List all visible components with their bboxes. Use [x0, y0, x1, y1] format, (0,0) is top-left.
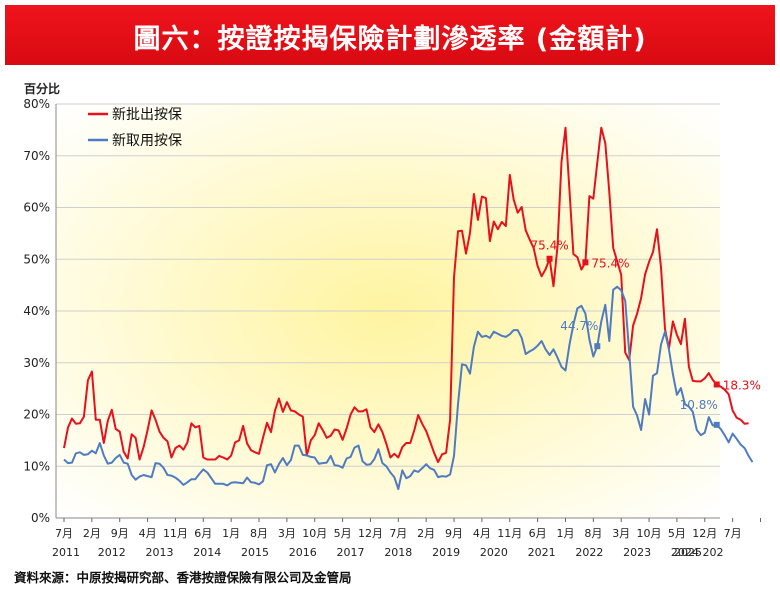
x-year-label: 2018 — [384, 546, 412, 559]
x-year-label: 2017 — [337, 546, 365, 559]
x-month-label: 4月 — [139, 527, 157, 540]
x-month-label: 12月 — [692, 527, 717, 540]
x-month-label: 2月 — [83, 527, 101, 540]
x-month-label: 1月 — [556, 527, 574, 540]
x-year-label: 2021 — [528, 546, 556, 559]
x-month-label: 2月 — [417, 527, 435, 540]
y-axis-ticks: 0% 10% 20% 30% 40% 50% 60% 70% 80% — [23, 97, 50, 525]
x-year-label: 2012 — [98, 546, 126, 559]
x-year-label: 2022 — [575, 546, 603, 559]
x-axis-ticks: 7月 2月 9月 4月 11月 6月 1月 8月 3月 10月 5月 12月 7月 2月 9月 4月 11月 6月… — [52, 518, 761, 559]
series-lines — [63, 126, 754, 490]
x-month-label: 8月 — [584, 527, 602, 540]
x-month-label: 5月 — [334, 527, 352, 540]
data-label: 18.3% — [723, 378, 761, 392]
data-point-marker — [546, 255, 553, 262]
x-year-label: 2024 — [671, 546, 699, 559]
x-month-label: 11月 — [163, 527, 188, 540]
chart-title: 圖六：按證按揭保險計劃滲透率 (金額計) — [133, 24, 647, 55]
y-tick-label: 10% — [23, 459, 50, 473]
data-point-marker — [713, 421, 720, 428]
x-month-label: 6月 — [194, 527, 212, 540]
y-tick-label: 20% — [23, 408, 50, 422]
x-month-label: 12月 — [358, 527, 383, 540]
x-year-label: 2016 — [289, 546, 317, 559]
data-label: 75.4% — [591, 256, 629, 270]
x-month-label: 7月 — [389, 527, 407, 540]
x-year-label: 2019 — [432, 546, 460, 559]
gridlines — [55, 103, 720, 519]
line-chart: 百分比 0% 10% 20% 30% 40% 50% 60% 70% 80% 7月 2月 9月 4月 1… — [23, 81, 761, 559]
x-month-label: 9月 — [445, 527, 463, 540]
x-month-label: 11月 — [497, 527, 522, 540]
x-year-label: 202 — [703, 546, 724, 559]
data-label: 75.4% — [530, 239, 568, 253]
data-point-marker — [594, 343, 601, 350]
x-month-label: 9月 — [111, 527, 129, 540]
x-month-label: 7月 — [55, 527, 73, 540]
data-point-marker — [713, 381, 720, 388]
x-year-label: 2015 — [241, 546, 269, 559]
legend-label: 新取用按保 — [112, 133, 182, 149]
y-tick-label: 30% — [23, 356, 50, 370]
x-month-label: 3月 — [278, 527, 296, 540]
series-line-2 — [63, 285, 754, 490]
y-tick-label: 70% — [23, 149, 50, 163]
x-month-label: 4月 — [473, 527, 491, 540]
title-bar: 圖六：按證按揭保險計劃滲透率 (金額計) — [5, 5, 775, 65]
x-month-label: 3月 — [612, 527, 630, 540]
y-tick-label: 60% — [23, 201, 50, 215]
x-year-label: 2011 — [52, 546, 80, 559]
data-label: 44.7% — [560, 319, 598, 333]
legend-label: 新批出按保 — [112, 107, 182, 123]
x-month-label: 10月 — [302, 527, 327, 540]
source-note: 資料來源：中原按揭研究部、香港按證保險有限公司及金管局 — [14, 570, 352, 585]
x-year-label: 2025 — [674, 546, 702, 559]
x-month-label: 5月 — [668, 527, 686, 540]
y-tick-label: 0% — [31, 511, 50, 525]
y-tick-label: 50% — [23, 252, 50, 266]
annotations: 75.4% 75.4% 18.3% 44.7% 10.8% — [530, 239, 761, 428]
x-year-label: 2014 — [193, 546, 221, 559]
x-year-label: 2013 — [146, 546, 174, 559]
x-month-label: 6月 — [529, 527, 547, 540]
data-point-marker — [582, 259, 589, 266]
data-label: 10.8% — [680, 398, 718, 412]
x-month-label: 1月 — [222, 527, 240, 540]
x-month-label: 8月 — [250, 527, 268, 540]
y-tick-label: 40% — [23, 304, 50, 318]
x-month-label: 10月 — [637, 527, 662, 540]
y-axis-label: 百分比 — [24, 81, 60, 96]
x-month-label: 7月 — [724, 527, 742, 540]
y-tick-label: 80% — [23, 97, 50, 111]
x-year-label: 2023 — [623, 546, 651, 559]
x-year-label: 2020 — [480, 546, 508, 559]
series-line-1 — [63, 126, 749, 464]
